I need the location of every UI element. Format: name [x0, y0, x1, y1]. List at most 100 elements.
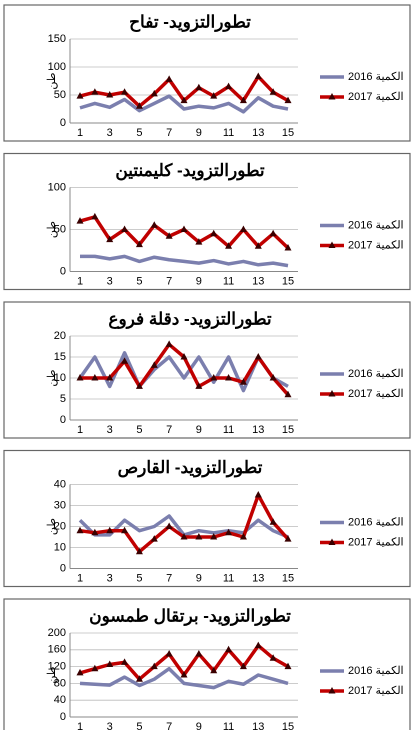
point-marker — [254, 242, 262, 249]
legend-label: الكمية 2016 — [348, 219, 404, 231]
chart-title: تطورالتزويد- دقلة فروع — [108, 309, 272, 329]
x-tick-label: 3 — [107, 572, 113, 584]
point-marker — [254, 491, 262, 498]
point-marker — [269, 518, 277, 525]
legend-label: الكمية 2017 — [348, 239, 404, 251]
point-marker — [180, 671, 188, 678]
y-tick-label: 80 — [54, 677, 66, 689]
x-tick-label: 13 — [252, 127, 264, 139]
point-marker — [91, 88, 99, 95]
panel-frame — [3, 152, 411, 291]
y-tick-label: 50 — [54, 89, 66, 101]
chart-title: تطورالتزويد- برتقال طمسون — [89, 606, 291, 626]
legend-label: الكمية 2016 — [348, 368, 404, 380]
point-marker — [165, 232, 173, 239]
point-marker — [91, 664, 99, 672]
point-marker — [135, 547, 143, 555]
x-tick-label: 5 — [136, 572, 142, 584]
point-marker — [91, 528, 99, 536]
point-marker — [180, 533, 188, 540]
point-marker — [269, 374, 277, 381]
point-marker — [106, 91, 114, 98]
point-marker — [210, 229, 218, 237]
point-marker — [121, 658, 129, 665]
point-marker — [269, 654, 277, 661]
point-marker — [284, 243, 292, 251]
point-marker — [195, 83, 203, 91]
y-tick-label: 40 — [54, 694, 66, 706]
y-tick-label: 20 — [54, 330, 66, 342]
point-marker — [284, 662, 292, 670]
point-marker — [195, 238, 203, 245]
point-marker — [106, 235, 114, 243]
x-tick-label: 15 — [282, 721, 294, 730]
chart-title: تطورالتزويد- تفاح — [129, 12, 251, 32]
point-marker — [239, 378, 247, 385]
y-tick-label: 200 — [48, 627, 66, 639]
y-tick-label: 20 — [54, 520, 66, 532]
y-axis-label: طن — [46, 369, 58, 386]
x-tick-label: 3 — [107, 275, 113, 287]
x-tick-label: 7 — [166, 127, 172, 139]
point-marker — [76, 526, 84, 534]
point-marker — [210, 533, 218, 540]
point-marker — [91, 374, 99, 381]
point-marker — [150, 89, 158, 97]
point-marker — [165, 650, 173, 657]
point-marker — [225, 528, 233, 536]
x-tick-label: 3 — [107, 424, 113, 436]
x-tick-label: 5 — [136, 721, 142, 730]
point-marker — [239, 533, 247, 540]
point-marker — [165, 522, 173, 529]
x-tick-label: 9 — [196, 721, 202, 730]
chart-title: تطورالتزويد- القارص — [118, 458, 263, 478]
legend-marker — [328, 538, 336, 545]
legend-label: الكمية 2017 — [348, 91, 404, 103]
x-tick-label: 13 — [252, 721, 264, 730]
x-tick-label: 3 — [107, 721, 113, 730]
point-marker — [254, 641, 262, 649]
point-marker — [195, 650, 203, 657]
y-tick-label: 15 — [54, 351, 66, 363]
point-marker — [106, 526, 114, 534]
x-tick-label: 1 — [77, 275, 83, 287]
x-tick-label: 7 — [166, 275, 172, 287]
point-marker — [150, 221, 158, 228]
point-marker — [135, 382, 143, 389]
point-marker — [180, 353, 188, 360]
point-marker — [195, 533, 203, 540]
y-axis-label: طن — [46, 518, 58, 535]
point-marker — [76, 217, 84, 224]
point-marker — [165, 340, 173, 347]
point-marker — [254, 72, 262, 80]
y-tick-label: 0 — [60, 414, 66, 426]
x-tick-label: 7 — [166, 721, 172, 730]
point-marker — [225, 374, 233, 381]
point-marker — [254, 353, 262, 360]
y-axis-label: طن — [46, 72, 58, 89]
x-tick-label: 5 — [136, 424, 142, 436]
x-tick-label: 15 — [282, 127, 294, 139]
x-tick-label: 11 — [223, 127, 234, 139]
x-tick-label: 7 — [166, 572, 172, 584]
point-marker — [210, 666, 218, 674]
point-marker — [121, 225, 129, 232]
y-tick-label: 5 — [60, 393, 66, 405]
point-marker — [269, 229, 277, 237]
y-tick-label: 100 — [48, 61, 66, 73]
point-marker — [284, 96, 292, 104]
point-marker — [225, 645, 233, 653]
y-tick-label: 160 — [48, 644, 66, 656]
y-tick-label: 50 — [54, 223, 66, 235]
x-tick-label: 9 — [196, 275, 202, 287]
x-tick-label: 11 — [223, 572, 234, 584]
x-tick-label: 5 — [136, 127, 142, 139]
x-tick-label: 1 — [77, 127, 83, 139]
point-marker — [106, 374, 114, 381]
legend-label: الكمية 2016 — [348, 665, 404, 677]
point-marker — [150, 662, 158, 670]
legend-marker — [328, 687, 336, 694]
point-marker — [210, 374, 218, 381]
